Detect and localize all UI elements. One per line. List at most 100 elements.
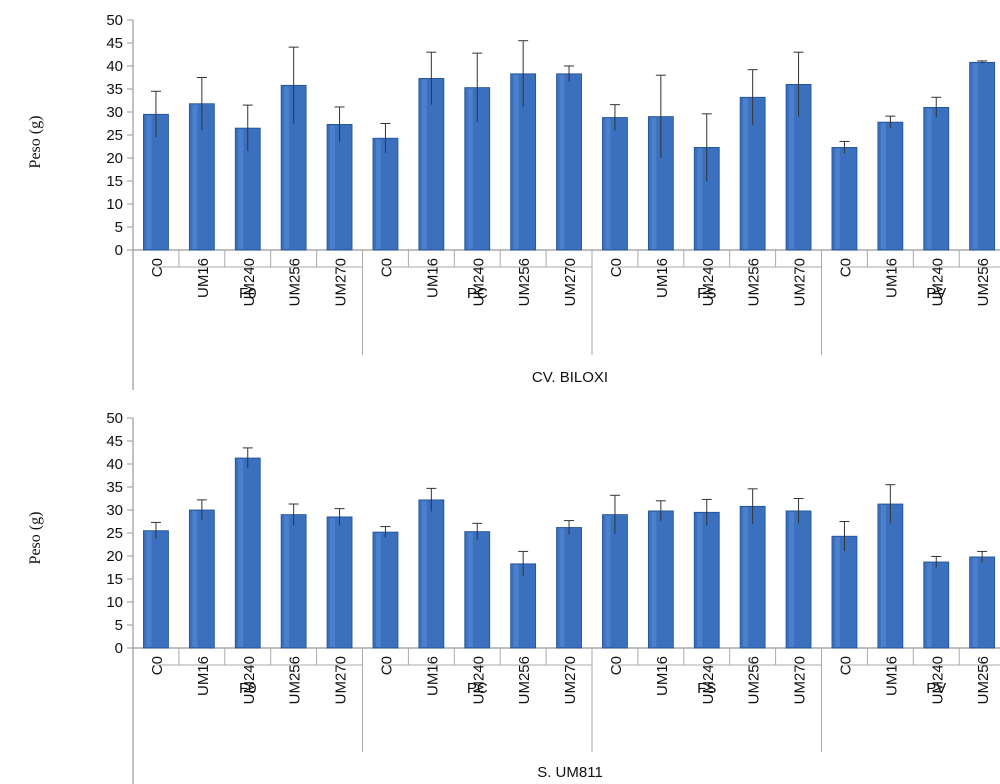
bar-highlight xyxy=(880,505,886,647)
bar-highlight xyxy=(743,98,749,249)
bar-highlight xyxy=(697,148,703,249)
x-tick-label: UM256 xyxy=(975,258,992,306)
bar-highlight xyxy=(559,528,565,647)
y-axis-label: Peso (g) xyxy=(27,512,44,565)
chart-title: S. UM811 xyxy=(537,764,603,781)
group-label-F0: F0 xyxy=(239,285,257,302)
bar-highlight xyxy=(284,86,290,249)
x-tick-label: C0 xyxy=(149,656,166,675)
x-tick-label: UM270 xyxy=(792,656,809,704)
x-tick-label: UM240 xyxy=(700,258,717,306)
x-tick-label: UM16 xyxy=(195,656,212,696)
bar-highlight xyxy=(651,511,657,647)
x-tick-label: UM256 xyxy=(746,656,763,704)
x-tick-label: UM256 xyxy=(287,656,304,704)
x-tick-label: UM240 xyxy=(241,656,258,704)
chart-panel-biloxi: Peso (g) CV. BILOXI 0 5 10 15 20 25 30 35 40 45 50… xyxy=(27,12,1000,390)
group-label-F0: F0 xyxy=(239,680,257,697)
y-tick-label: 45 xyxy=(106,35,123,52)
group-label-PC: PC xyxy=(467,285,488,302)
x-tick-label: UM256 xyxy=(975,656,992,704)
bar-highlight xyxy=(146,531,152,647)
x-tick-label: UM16 xyxy=(883,656,900,696)
x-tick-label: UM240 xyxy=(470,656,487,704)
bar-highlight xyxy=(330,125,336,249)
y-tick-label: 45 xyxy=(106,433,123,450)
group-label-FS: FS xyxy=(697,285,716,302)
y-tick-label: 50 xyxy=(106,410,123,427)
y-tick-label: 10 xyxy=(106,594,123,611)
bar-highlight xyxy=(467,88,473,250)
bar-highlight xyxy=(513,564,519,647)
x-tick-label: C0 xyxy=(149,258,166,277)
x-tick-label: UM256 xyxy=(287,258,304,306)
bar-highlight xyxy=(697,513,703,647)
bar-highlight xyxy=(834,148,840,249)
bar-highlight xyxy=(192,104,198,249)
bar-highlight xyxy=(972,557,978,647)
bar-highlight xyxy=(651,117,657,249)
x-tick-label: UM16 xyxy=(883,258,900,298)
x-tick-label: UM270 xyxy=(333,656,350,704)
bar-highlight xyxy=(513,74,519,249)
x-tick-label: UM240 xyxy=(929,656,946,704)
y-tick-label: 15 xyxy=(106,173,123,190)
bar-highlight xyxy=(192,511,198,647)
x-tick-label: C0 xyxy=(378,656,395,675)
x-tick-label: C0 xyxy=(608,656,625,675)
bar-highlight xyxy=(972,63,978,249)
y-tick-label: 20 xyxy=(106,150,123,167)
x-tick-label: UM16 xyxy=(424,258,441,298)
x-tick-label: UM270 xyxy=(333,258,350,306)
x-tick-label: C0 xyxy=(837,258,854,277)
y-tick-label: 5 xyxy=(115,219,123,236)
bar-highlight xyxy=(421,79,427,249)
x-tick-label: UM240 xyxy=(241,258,258,306)
bar-highlight xyxy=(375,533,381,647)
y-tick-label: 0 xyxy=(115,640,123,657)
y-tick-label: 35 xyxy=(106,479,123,496)
x-tick-label: UM240 xyxy=(470,258,487,306)
x-tick-label: UM270 xyxy=(792,258,809,306)
bar-highlight xyxy=(880,123,886,249)
y-tick-label: 40 xyxy=(106,58,123,75)
group-label-PV: PV xyxy=(926,285,946,302)
y-tick-label: 30 xyxy=(106,502,123,519)
bar-highlight xyxy=(330,517,336,647)
group-label-PC: PC xyxy=(467,680,488,697)
x-tick-label: UM270 xyxy=(562,258,579,306)
bar-highlight xyxy=(926,108,932,250)
y-tick-label: 5 xyxy=(115,617,123,634)
bar-highlight xyxy=(743,507,749,647)
y-tick-label: 20 xyxy=(106,548,123,565)
y-tick-label: 30 xyxy=(106,104,123,121)
x-tick-label: UM16 xyxy=(654,656,671,696)
x-tick-label: UM256 xyxy=(516,656,533,704)
bar-highlight xyxy=(834,537,840,647)
bar-highlight xyxy=(284,515,290,647)
bar-highlight xyxy=(605,118,611,250)
x-tick-label: UM16 xyxy=(424,656,441,696)
bar-highlight xyxy=(467,532,473,647)
y-tick-label: 25 xyxy=(106,525,123,542)
x-tick-label: UM240 xyxy=(700,656,717,704)
x-tick-label: UM240 xyxy=(929,258,946,306)
x-tick-label: C0 xyxy=(608,258,625,277)
y-axis-label: Peso (g) xyxy=(27,116,44,169)
bar-highlight xyxy=(375,139,381,249)
bar-highlight xyxy=(789,511,795,647)
x-tick-label: C0 xyxy=(378,258,395,277)
y-tick-label: 40 xyxy=(106,456,123,473)
chart-panel-um811: Peso (g) S. UM811 0 5 10 15 20 25 30 35 40 45 50 C0… xyxy=(27,410,1000,784)
y-tick-label: 0 xyxy=(115,242,123,259)
group-label-PV: PV xyxy=(926,680,946,697)
x-tick-label: C0 xyxy=(837,656,854,675)
y-tick-label: 25 xyxy=(106,127,123,144)
bar-highlight xyxy=(238,129,244,249)
bar-highlight xyxy=(559,74,565,249)
bar-highlight xyxy=(926,562,932,647)
group-label-FS: FS xyxy=(697,680,716,697)
y-tick-label: 35 xyxy=(106,81,123,98)
x-tick-label: UM270 xyxy=(562,656,579,704)
